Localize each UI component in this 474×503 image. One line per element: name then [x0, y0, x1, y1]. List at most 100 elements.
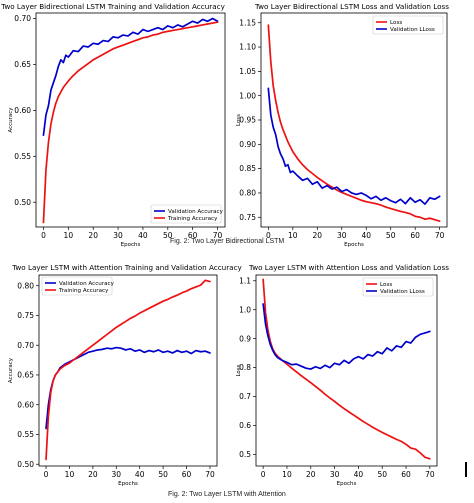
y-axis-label: Accuracy: [8, 357, 14, 383]
x-tick-label: 70: [425, 470, 435, 479]
y-tick-label: 1.10: [239, 43, 256, 52]
series-line-validation-accuracy: [45, 346, 211, 430]
y-tick-label: 0.55: [17, 430, 34, 439]
x-tick-label: 0: [41, 231, 46, 240]
legend-label: Loss: [390, 20, 402, 26]
legend-label: Validation LLoss: [380, 289, 425, 295]
x-axis-label: Epochs: [118, 481, 138, 487]
chart-title: Two Layer LSTM with Attention Training a…: [11, 263, 242, 272]
x-tick-label: 50: [386, 231, 396, 240]
y-tick-label: 0.85: [239, 164, 256, 173]
x-tick-label: 10: [64, 231, 74, 240]
y-tick-label: 0.8: [239, 363, 251, 372]
x-tick-label: 70: [435, 231, 445, 240]
x-tick-label: 60: [188, 231, 198, 240]
series-line-training-accuracy: [42, 21, 219, 224]
y-tick-label: 0.70: [17, 341, 34, 350]
chart-title: Two Layer Bidirectional LSTM Training an…: [0, 2, 225, 11]
y-tick-label: 0.65: [14, 60, 31, 69]
series-line-validation-accuracy: [42, 17, 219, 136]
y-axis-label: Loss: [236, 114, 242, 126]
x-tick-label: 50: [163, 231, 173, 240]
y-tick-label: 0.75: [239, 213, 256, 222]
x-tick-label: 30: [330, 470, 340, 479]
x-tick-label: 20: [88, 231, 98, 240]
legend-box: [150, 204, 222, 224]
series-line-loss: [267, 24, 441, 223]
chart-3: Two Layer LSTM with Attention Training a…: [8, 263, 243, 487]
x-tick-label: 30: [113, 231, 123, 240]
x-tick-label: 40: [361, 231, 371, 240]
x-axis-label: Epochs: [121, 242, 141, 248]
x-tick-label: 50: [158, 470, 168, 479]
plot-frame: [255, 274, 438, 467]
chart-title: Two Layer Bidirectional LSTM Loss and Va…: [254, 2, 449, 11]
legend-label: Loss: [380, 282, 392, 288]
y-axis-label: Accuracy: [8, 107, 14, 133]
y-axis-label: Loss: [236, 364, 242, 376]
y-tick-label: 1.0: [239, 305, 251, 314]
x-tick-label: 10: [65, 470, 75, 479]
y-tick-label: 0.6: [239, 421, 251, 430]
x-tick-label: 0: [261, 470, 266, 479]
legend-box: [372, 15, 444, 35]
legend-label: Validation LLoss: [390, 27, 435, 33]
x-tick-label: 20: [88, 470, 98, 479]
series-line-validation-lloss: [267, 87, 441, 205]
y-tick-label: 1.05: [239, 67, 256, 76]
y-tick-label: 0.80: [239, 189, 256, 198]
chart-4: Two Layer LSTM with Attention Loss and V…: [236, 263, 449, 487]
y-tick-label: 0.70: [14, 14, 31, 23]
y-tick-label: 0.90: [239, 140, 256, 149]
figure-caption-top: Fig. 2: Two Layer Bidirectional LSTM: [170, 238, 285, 245]
x-tick-label: 0: [44, 470, 49, 479]
legend-box: [362, 277, 434, 297]
text-cursor-mark: [465, 462, 467, 477]
y-tick-label: 0.55: [14, 152, 31, 161]
legend-label: Training Accuracy: [58, 288, 109, 294]
figure-caption-bottom: Fig. 2: Two Layer LSTM with Attention: [168, 491, 286, 498]
plot-frame: [38, 274, 218, 467]
legend-box: [41, 276, 113, 296]
x-tick-label: 20: [313, 231, 323, 240]
x-tick-label: 20: [306, 470, 316, 479]
y-tick-label: 0.95: [239, 116, 256, 125]
series-line-validation-lloss: [262, 303, 431, 370]
y-tick-label: 1.15: [239, 18, 256, 27]
legend-label: Training Accuracy: [167, 216, 218, 222]
x-tick-label: 60: [410, 231, 420, 240]
chart-1: Two Layer Bidirectional LSTM Training an…: [0, 2, 225, 248]
legend-label: Validation Accuracy: [59, 281, 115, 287]
x-axis-label: Epochs: [344, 242, 364, 248]
y-tick-label: 0.50: [14, 198, 31, 207]
y-tick-label: 0.50: [17, 460, 34, 469]
x-tick-label: 30: [112, 470, 122, 479]
x-tick-label: 10: [288, 231, 298, 240]
chart-2: Two Layer Bidirectional LSTM Loss and Va…: [236, 2, 449, 248]
y-tick-label: 1.00: [239, 91, 256, 100]
y-tick-label: 0.65: [17, 371, 34, 380]
series-line-training-accuracy: [45, 279, 211, 461]
x-tick-label: 10: [282, 470, 292, 479]
x-tick-label: 60: [401, 470, 411, 479]
y-tick-label: 0.7: [239, 392, 251, 401]
series-line-loss: [262, 278, 431, 460]
x-tick-label: 70: [205, 470, 215, 479]
y-tick-label: 0.5: [239, 450, 251, 459]
plot-frame: [35, 12, 226, 228]
y-tick-label: 0.60: [14, 106, 31, 115]
y-tick-label: 0.80: [17, 281, 34, 290]
y-tick-label: 1.1: [239, 276, 251, 285]
x-tick-label: 40: [354, 470, 364, 479]
x-tick-label: 40: [135, 470, 145, 479]
y-tick-label: 0.9: [239, 334, 251, 343]
y-tick-label: 0.75: [17, 311, 34, 320]
x-tick-label: 0: [266, 231, 271, 240]
x-axis-label: Epochs: [337, 481, 357, 487]
x-tick-label: 70: [213, 231, 223, 240]
